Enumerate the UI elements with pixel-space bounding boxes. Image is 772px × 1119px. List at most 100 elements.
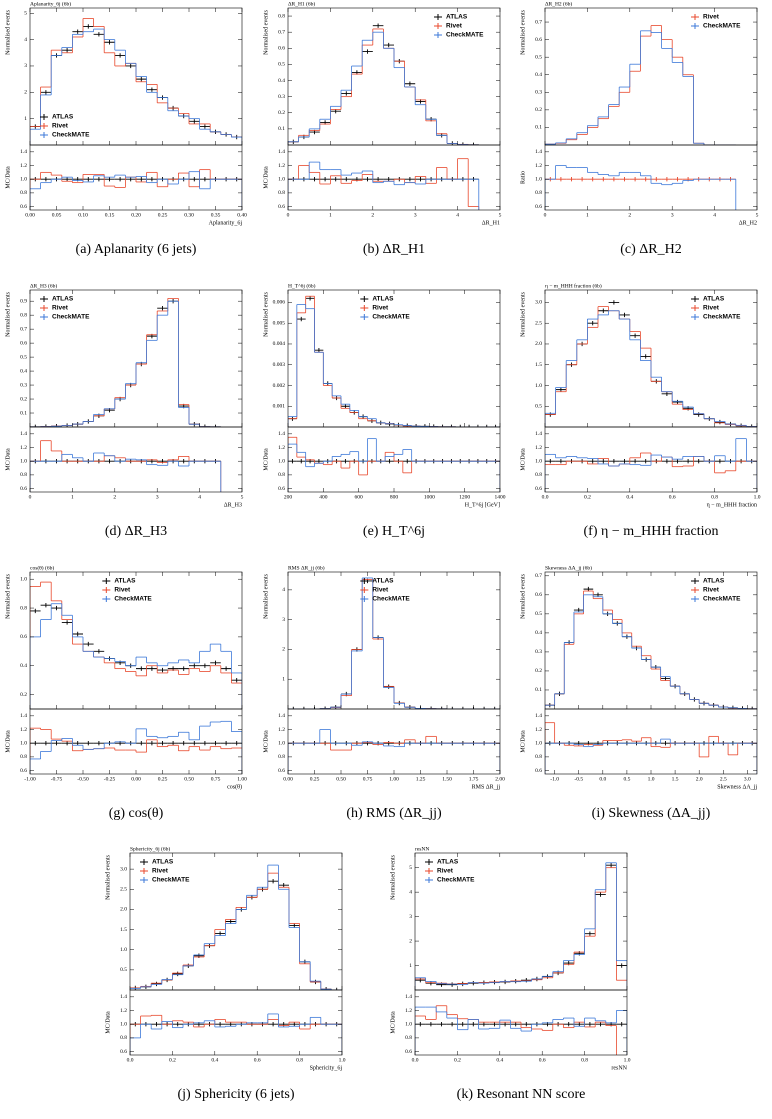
y-tick-label: 2 [282,647,285,653]
ratio-y-tick-label: 1.2 [535,445,542,451]
ratio-y-tick-label: 1.2 [405,1008,412,1014]
data-point [178,666,189,671]
y-axis-label: Normalised events [263,9,269,54]
legend-label: CheckMATE [52,132,90,139]
y-tick-label: 0.6 [278,46,285,52]
ratio-y-axis-label: MC/Data [5,730,11,753]
x-tick-label: 3 [671,212,674,218]
x-axis-label: H_T^6j [GeV] [465,502,500,508]
x-tick-label: 1.5 [672,776,679,782]
ratio-y-tick-label: 1.2 [278,727,285,733]
x-tick-label: 0.8 [296,1057,303,1063]
data-point [125,177,136,182]
x-tick-label: 0.25 [158,776,168,782]
legend-label: CheckMATE [152,877,190,884]
data-point [661,459,673,464]
panel-title: ΔR_H1 (6b) [288,0,315,7]
x-tick-label: 1.0 [754,494,761,500]
data-point [661,177,673,182]
ratio-frame [544,708,758,775]
legend: ATLAS Rivet CheckMATE [691,578,741,603]
panel-title: resNN [415,846,429,852]
data-point [473,424,483,427]
ratio-y-tick-label: 1.2 [20,163,27,169]
data-point [40,90,52,95]
y-tick-label: 0.4 [535,72,542,78]
x-tick-label: 0.25 [158,212,168,218]
x-tick-label: 0.00 [131,776,141,782]
y-tick-label: 0.3 [535,649,542,655]
y-tick-label: 0.5 [278,62,285,68]
data-point [464,424,474,427]
x-axis-label: resNN [611,1065,627,1071]
x-tick-label: 0.8 [581,1057,588,1063]
ratio-y-tick-label: 1.0 [535,740,542,746]
legend-marker [691,23,699,29]
legend-marker [425,859,433,865]
data-point [574,1022,585,1027]
y-axis-label: Normalised events [105,854,111,899]
panel-title: Skewness ΔA_jj (6b) [545,564,592,571]
x-tick-label: 0.8 [711,494,718,500]
data-point [341,404,350,409]
x-tick-label: 0.2 [169,1057,176,1063]
legend-marker [140,859,148,865]
x-tick-label: 4 [713,212,716,218]
ratio-frame [544,144,758,211]
ratio-plot-area [288,158,480,210]
panel-title: Aplanarity_6j (6b) [30,0,71,7]
ratio-y-tick-label: 0.6 [20,486,27,492]
y-tick-label: 0.005 [273,320,286,326]
data-point [289,923,300,928]
ratio-y-tick-label: 0.8 [278,754,285,760]
caption: (j) Sphericity (6 jets) [177,1087,294,1102]
ratio-y-tick-label: 0.6 [535,768,542,774]
x-tick-label: 1 [329,212,332,218]
legend-marker [102,587,111,593]
data-point [178,741,189,746]
data-point [157,667,168,673]
y-tick-label: 0.9 [20,298,27,304]
data-point [146,666,158,671]
caption: (b) ΔR_H1 [363,242,425,257]
ratio-y-tick-label: 0.6 [278,204,285,210]
legend-marker [691,587,699,593]
ratio-y-axis-label: MC/Data [5,448,11,471]
x-axis-label: RMS ΔR_jj [472,784,501,790]
legend-label: CheckMATE [52,314,90,321]
legend-label: Rivet [703,14,720,21]
x-tick-label: 0.15 [105,212,115,218]
data-point [83,24,94,29]
y-tick-label: 0.7 [278,29,285,35]
data-point [30,608,41,614]
x-tick-label: 0.50 [336,776,346,782]
y-axis-label: Normalised events [5,9,11,54]
data-point [555,459,567,464]
x-tick-label: 400 [319,494,328,500]
data-point [425,1022,437,1027]
ratio-y-tick-label: 1.2 [278,163,285,169]
ratio-y-tick-label: 0.8 [20,754,27,760]
ratio-frame [129,989,343,1056]
x-tick-label: 3 [414,212,417,218]
y-tick-label: 0.6 [535,592,542,598]
data-point [693,459,704,464]
y-tick-label: 2.0 [535,341,542,347]
x-tick-label: 1.00 [237,776,247,782]
legend-label: CheckMATE [372,314,410,321]
y-tick-label: 1.5 [535,362,542,368]
legend-marker [40,305,48,311]
y-tick-label: 0.3 [20,382,27,388]
y-tick-label: 0.4 [535,630,542,636]
legend-marker [140,868,148,874]
panel-title: RMS ΔR_jj (6b) [288,564,325,571]
ratio-plot-area [30,169,242,210]
data-point [651,177,662,182]
data-point [402,459,412,464]
data-point [383,177,394,182]
ratio-y-tick-label: 1.4 [20,149,27,155]
x-axis-label: Skewness ΔA_jj [717,784,757,790]
data-point [598,177,609,182]
legend: ATLAS Rivet CheckMATE [434,14,484,39]
